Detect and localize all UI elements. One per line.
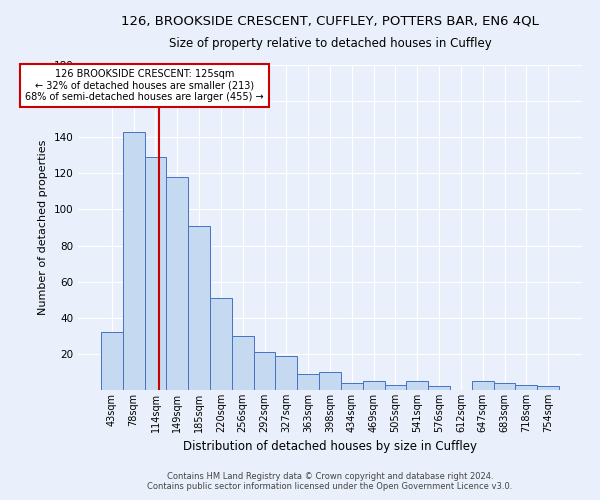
Bar — [406, 381, 428, 390]
Text: 126 BROOKSIDE CRESCENT: 125sqm
← 32% of detached houses are smaller (213)
68% of: 126 BROOKSIDE CRESCENT: 125sqm ← 32% of … — [25, 68, 264, 102]
Bar — [145, 157, 166, 390]
Bar — [166, 177, 188, 390]
Bar — [188, 226, 210, 390]
Bar — [472, 381, 494, 390]
Bar — [232, 336, 254, 390]
Bar — [363, 381, 385, 390]
Bar — [275, 356, 297, 390]
Bar — [494, 383, 515, 390]
Text: Size of property relative to detached houses in Cuffley: Size of property relative to detached ho… — [169, 38, 491, 51]
Bar — [537, 386, 559, 390]
Bar — [319, 372, 341, 390]
Bar — [341, 383, 363, 390]
Bar — [385, 384, 406, 390]
Bar — [254, 352, 275, 390]
Bar — [297, 374, 319, 390]
Bar — [210, 298, 232, 390]
Bar — [101, 332, 123, 390]
Bar — [428, 386, 450, 390]
Text: Contains HM Land Registry data © Crown copyright and database right 2024.: Contains HM Land Registry data © Crown c… — [167, 472, 493, 481]
Bar — [515, 384, 537, 390]
Bar — [123, 132, 145, 390]
X-axis label: Distribution of detached houses by size in Cuffley: Distribution of detached houses by size … — [183, 440, 477, 454]
Text: 126, BROOKSIDE CRESCENT, CUFFLEY, POTTERS BAR, EN6 4QL: 126, BROOKSIDE CRESCENT, CUFFLEY, POTTER… — [121, 15, 539, 28]
Y-axis label: Number of detached properties: Number of detached properties — [38, 140, 48, 315]
Text: Contains public sector information licensed under the Open Government Licence v3: Contains public sector information licen… — [148, 482, 512, 491]
